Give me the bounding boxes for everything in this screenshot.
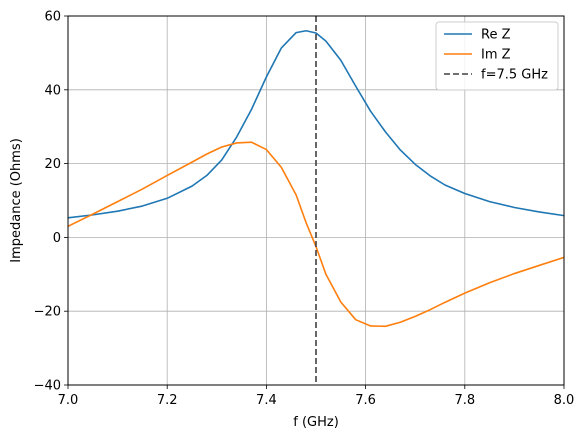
plot-area [67, 16, 565, 385]
x-tick-label: 8.0 [554, 393, 575, 408]
x-tick-label: 7.2 [157, 393, 178, 408]
x-tick-label: 7.6 [355, 393, 376, 408]
legend: Re Z Im Z f=7.5 GHz [435, 21, 559, 91]
y-tick-label: −40 [34, 379, 61, 394]
y-tick-label: 0 [53, 231, 61, 246]
legend-label: f=7.5 GHz [481, 68, 548, 83]
y-tick-label: 40 [44, 83, 61, 98]
legend-box [435, 21, 559, 91]
y-tick-label: 60 [44, 10, 61, 25]
ticks: 7.0 7.2 7.4 7.6 7.8 8.0 −40 −20 0 20 40 60 [34, 10, 575, 409]
y-axis-label: Impedance (Ohms) [9, 138, 24, 263]
x-tick-label: 7.0 [58, 393, 79, 408]
y-tick-label: −20 [34, 305, 61, 320]
x-axis-label: f (GHz) [293, 415, 339, 430]
axes-frame [67, 15, 565, 386]
x-tick-label: 7.8 [454, 393, 475, 408]
series-line-re-z [67, 29, 565, 219]
y-tick-label: 20 [44, 157, 61, 172]
x-tick-label: 7.4 [256, 393, 277, 408]
legend-label: Im Z [481, 48, 511, 63]
legend-label: Re Z [481, 28, 511, 43]
